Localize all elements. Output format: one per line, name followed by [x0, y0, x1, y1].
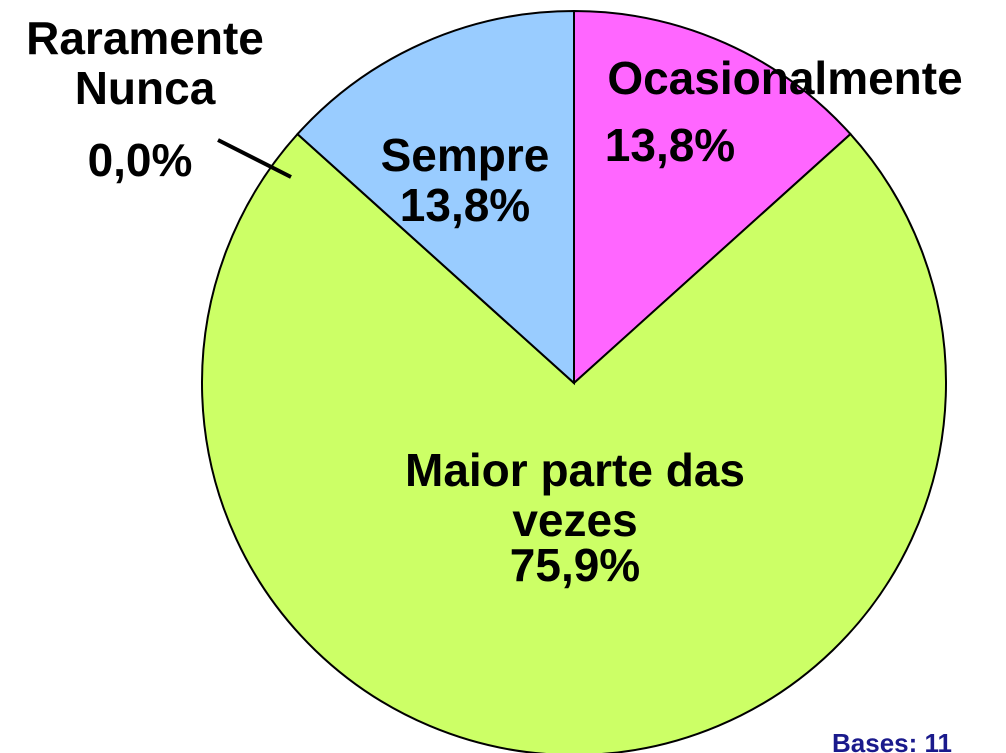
slice-value: 13,8% [399, 179, 531, 231]
leader-line [217, 138, 292, 179]
slice-label: Raramente Nunca [26, 12, 264, 114]
pie-slice [201, 132, 947, 753]
pie-slice [573, 9, 852, 386]
pie-slice [296, 9, 575, 386]
slice-label: Sempre [380, 129, 550, 181]
slice-label: Ocasionalmente [607, 52, 963, 104]
slice-value: 13,8% [604, 119, 736, 171]
slice-value: 0,0% [87, 134, 193, 186]
slice-value: 75,9% [509, 539, 641, 591]
slice-label: Maior parte das vezes [405, 444, 745, 546]
note: Bases: 11 [832, 728, 952, 753]
